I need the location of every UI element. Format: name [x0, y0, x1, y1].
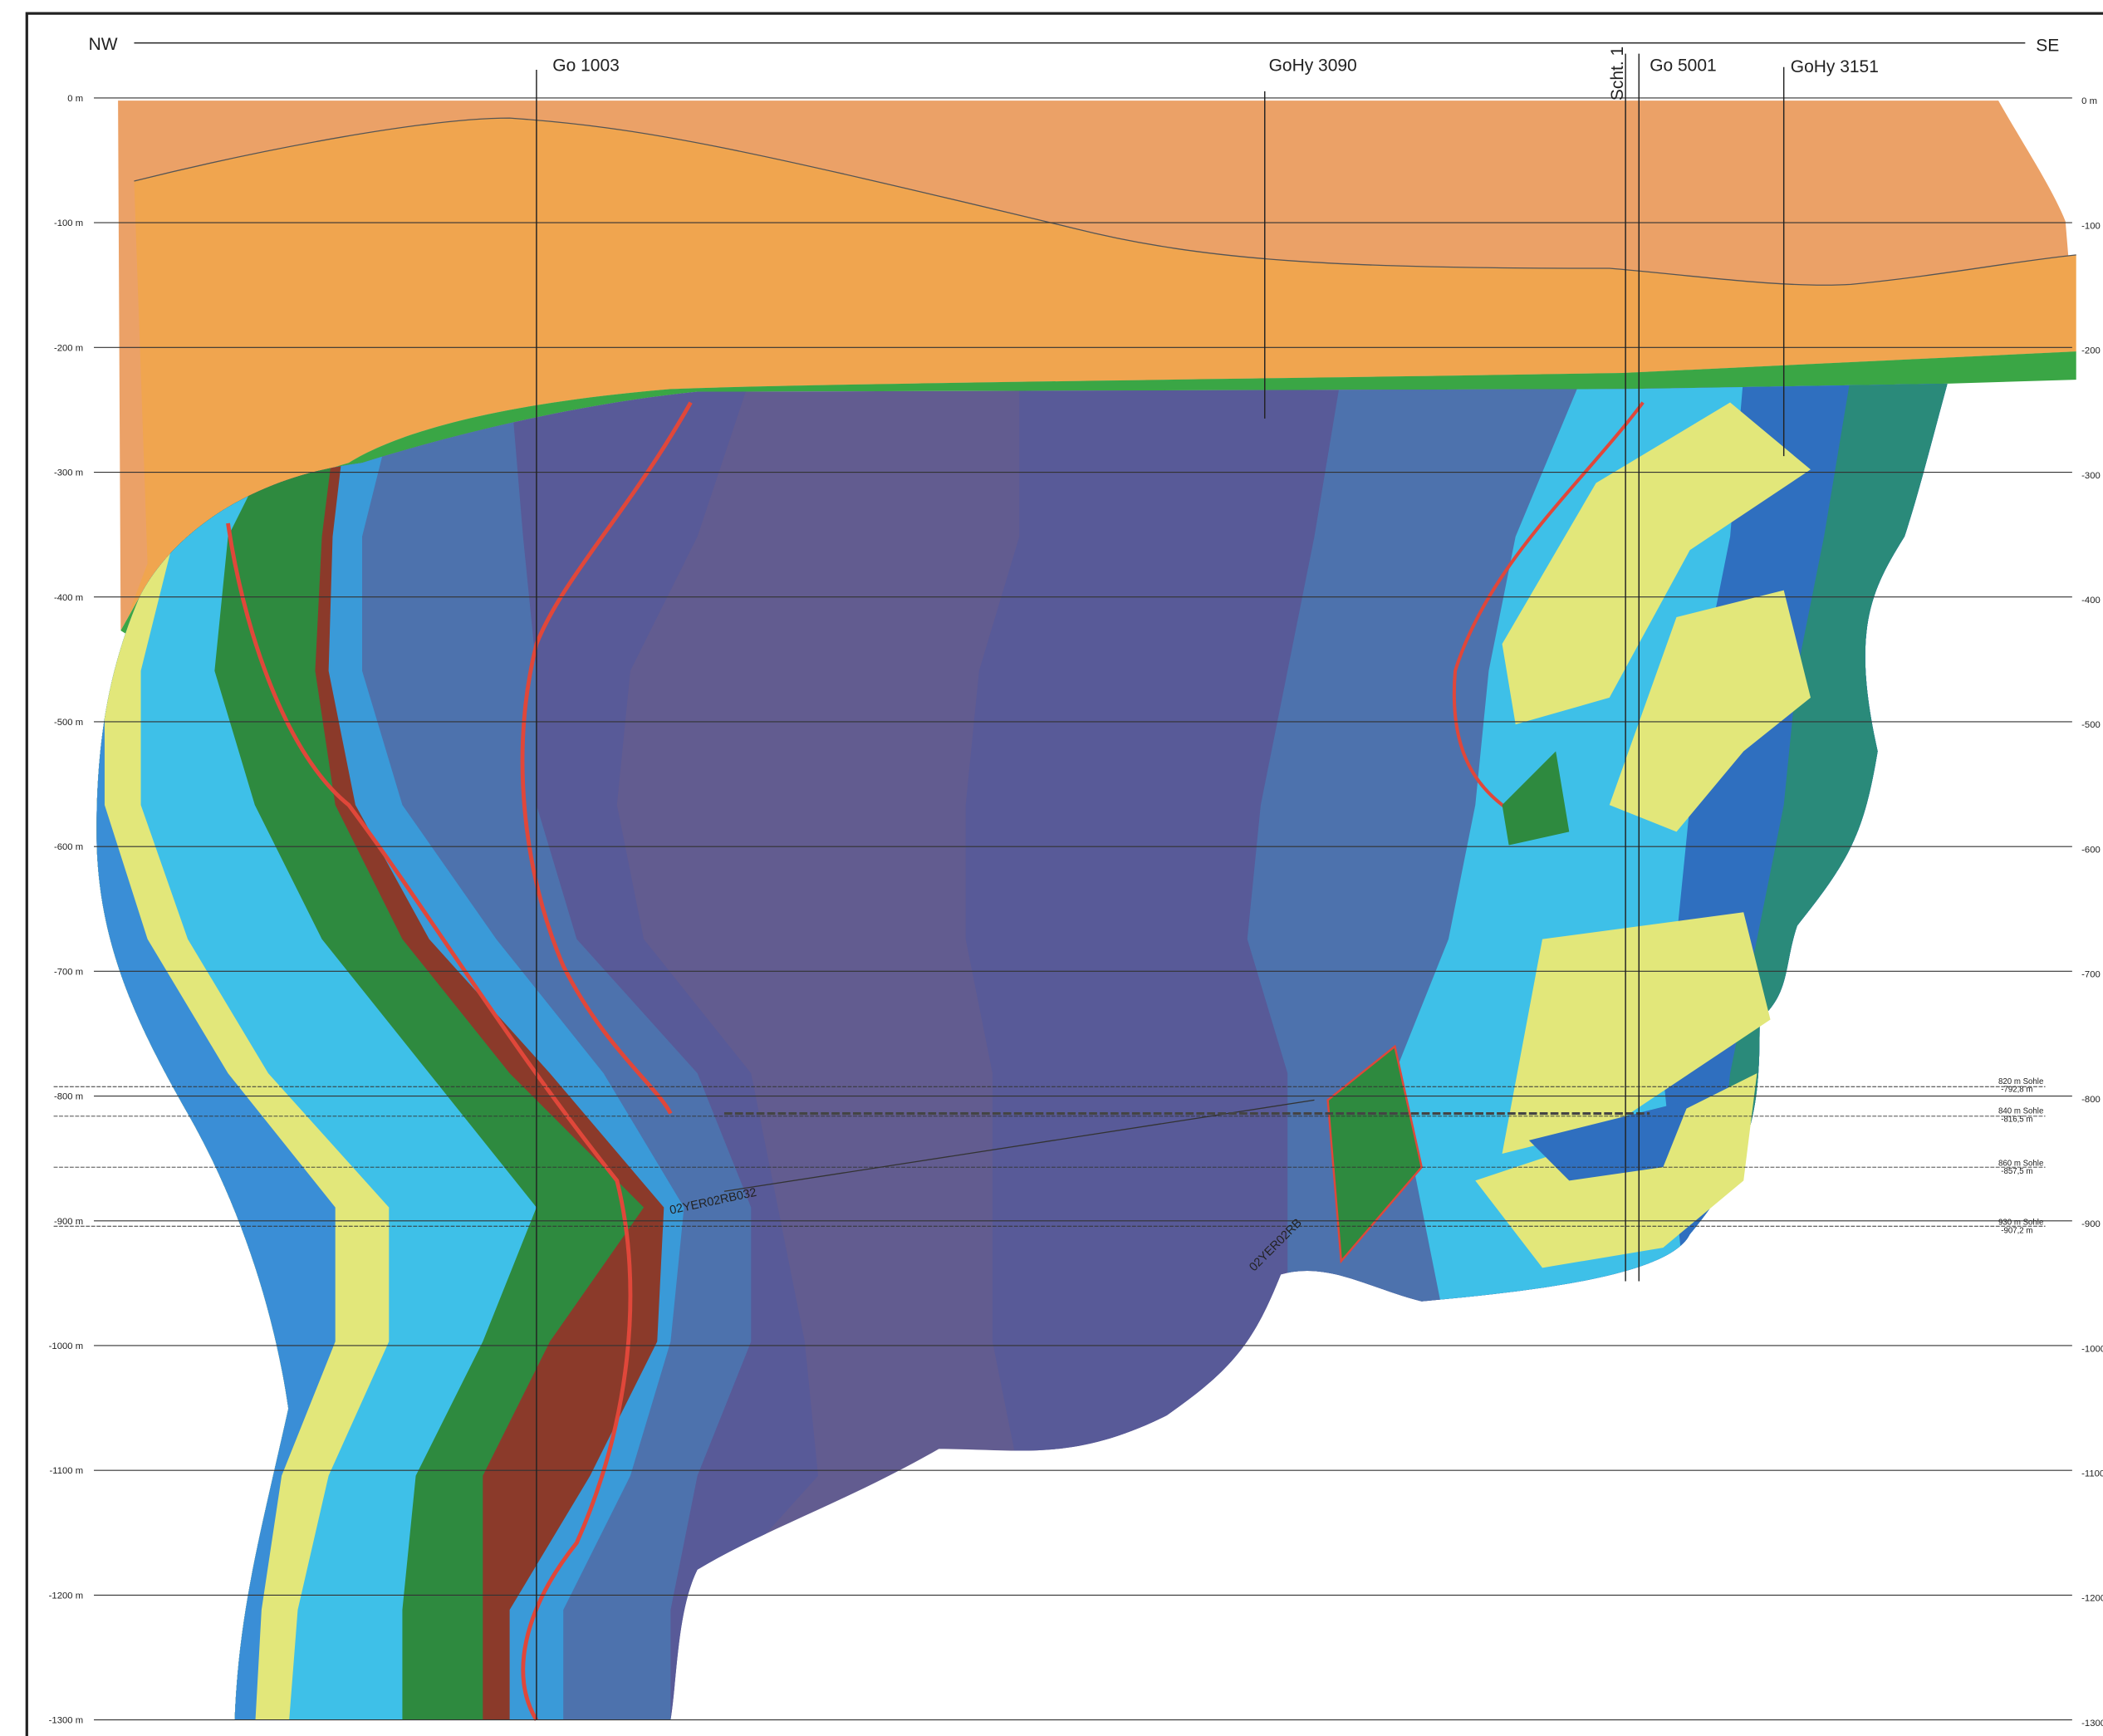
boundary-line — [134, 117, 2076, 286]
borehole-label: GoHy 3151 — [1791, 57, 1879, 76]
borehole-label: Go 5001 — [1650, 56, 1717, 76]
depth-label: -900 m — [54, 1217, 83, 1227]
depth-label: -1300 m — [49, 1716, 83, 1726]
level-name: 930 m Sohle — [1998, 1219, 2043, 1228]
depth-label: -1000 m — [49, 1341, 83, 1351]
depth-label: -900 — [2081, 1219, 2101, 1229]
depth-label: -1200 m — [49, 1591, 83, 1601]
level-name: 840 m Sohle — [1998, 1107, 2043, 1116]
borehole-label: Scht. 1 — [1608, 47, 1627, 101]
depth-label: -400 m — [54, 593, 83, 603]
depth-label: -100 m — [54, 218, 83, 228]
structures — [226, 401, 1811, 1721]
depth-label: -500 m — [54, 718, 83, 728]
depth-label: -200 — [2081, 346, 2101, 356]
borehole-label: GoHy 3090 — [1269, 56, 1357, 76]
frame — [25, 12, 2103, 1736]
mine-levels: 820 m Sohle-792,8 m 840 m Sohle-816,5 m 86… — [53, 1077, 2046, 1235]
depth-label: -600 m — [54, 842, 83, 852]
yellow-fold — [1502, 402, 1811, 725]
depth-label: -1300 — [2081, 1719, 2103, 1729]
red-seam — [520, 401, 693, 1115]
depth-label: -300 m — [54, 468, 83, 478]
level-depth: -857,5 m — [2001, 1167, 2032, 1176]
yellow-fold — [1609, 590, 1811, 832]
level-name: 820 m Sohle — [1998, 1077, 2043, 1086]
depth-label: -500 — [2081, 720, 2101, 730]
depth-label: -200 m — [54, 343, 83, 353]
boreholes: Go 1003 GoHy 3090 Scht. 1 Go 5001 GoHy 3151 — [536, 47, 1879, 1720]
depth-label: -1200 — [2081, 1594, 2103, 1604]
depth-label: -600 — [2081, 845, 2101, 855]
level-depth: -792,8 m — [2001, 1086, 2032, 1095]
depth-label: -1000 — [2081, 1344, 2103, 1354]
depth-label: 0 m — [67, 94, 83, 104]
overburden-lower — [127, 118, 2076, 617]
depth-label: -100 — [2081, 221, 2101, 231]
depth-label: -800 — [2081, 1095, 2101, 1105]
depth-label: -400 — [2081, 596, 2101, 606]
green-block — [1502, 751, 1570, 846]
depth-label: -700 m — [54, 967, 83, 977]
blue-fold — [1528, 1100, 1690, 1181]
red-seam — [1452, 401, 1645, 820]
depth-scale: 0 m -100 m -200 m -300 m -400 m -500 m -600 m -… — [49, 94, 2103, 1729]
depth-label: 0 m — [2081, 96, 2097, 106]
drill-line — [723, 1099, 1315, 1192]
yellow-fold — [1502, 912, 1771, 1155]
direction-nw: NW — [89, 35, 118, 54]
depth-label: -300 — [2081, 471, 2101, 481]
depth-label: -800 m — [54, 1092, 83, 1102]
depth-label: -1100 m — [50, 1466, 84, 1476]
depth-label: -1100 — [2081, 1469, 2103, 1479]
level-name: 860 m Sohle — [1998, 1160, 2043, 1169]
direction-se: SE — [2036, 36, 2059, 55]
depth-label: -700 — [2081, 970, 2101, 980]
borehole-label: Go 1003 — [552, 56, 620, 76]
level-depth: -816,5 m — [2001, 1115, 2032, 1124]
red-seam — [226, 522, 633, 1721]
cap-layer — [120, 351, 2076, 638]
level-depth: -907,2 m — [2001, 1226, 2032, 1235]
